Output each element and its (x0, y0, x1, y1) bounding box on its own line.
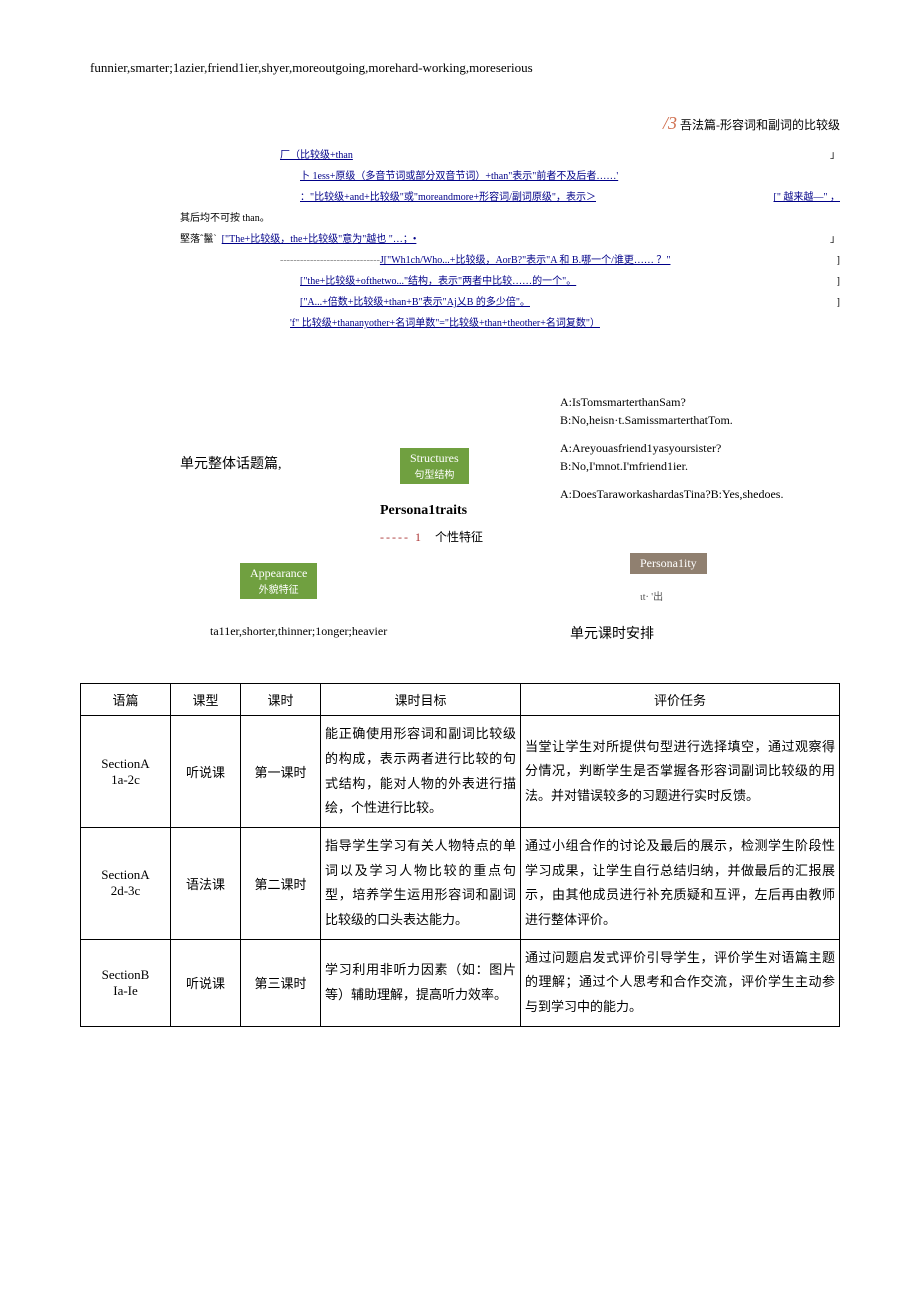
center-sub-text: 个性特征 (435, 530, 483, 544)
cell-0-3: 能正确使用形容词和副词比较级的构成，表示两者进行比较的句式结构，能对人物的外表进… (321, 716, 521, 828)
th-3: 课时目标 (321, 684, 521, 716)
structures-cn: 句型结构 (410, 466, 459, 481)
th-0: 语篇 (81, 684, 171, 716)
th-4: 评价任务 (521, 684, 840, 716)
cell-1-1: 语法课 (171, 827, 241, 939)
grammar-line-5: ["the+比较级+ofthetwo..."结构，表示"两者中比较……的一个"。… (280, 272, 840, 291)
mindmap-area: A:IsTomsmarterthanSam? B:No,heisn·t.Sami… (80, 393, 840, 673)
grammar-title: /3 吾法篇-形容词和副词的比较级 (280, 106, 840, 140)
grammar-line-2: ："比较级+and+比较级"或"moreandmore+形容词/副词原级"，表示… (280, 188, 840, 207)
th-2: 课时 (241, 684, 321, 716)
grammar-note-1: 其后均不可按 than。 (180, 209, 840, 228)
cell-2-3: 学习利用非听力因素（如：图片等）辅助理解，提高听力效率。 (321, 939, 521, 1026)
appearance-cn: 外貌特征 (250, 581, 307, 596)
cell-0-0: SectionA 1a-2c (81, 716, 171, 828)
cell-1-3: 指导学生学习有关人物特点的单词以及学习人物比较的重点句型，培养学生运用形容词和副… (321, 827, 521, 939)
dialog-block: A:IsTomsmarterthanSam? B:No,heisn·t.Sami… (560, 393, 840, 513)
appearance-en: Appearance (250, 566, 307, 580)
table-row: SectionA 1a-2c 听说课 第一课时 能正确使用形容词和副词比较级的构… (81, 716, 840, 828)
table-row: SectionA 2d-3c 语法课 第二课时 指导学生学习有关人物特点的单词以… (81, 827, 840, 939)
table-header-row: 语篇 课型 课时 课时目标 评价任务 (81, 684, 840, 716)
table-row: SectionB Ia-Ie 听说课 第三课时 学习利用非听力因素（如：图片等）… (81, 939, 840, 1026)
grammar-line-4: ------------------------------J["Wh1ch/W… (280, 251, 840, 270)
center-dashes: ----- 1 (380, 530, 423, 544)
cell-2-4: 通过问题启发式评价引导学生，评价学生对语篇主题的理解；通过个人思考和合作交流，评… (521, 939, 840, 1026)
cell-2-1: 听说课 (171, 939, 241, 1026)
grammar-section: /3 吾法篇-形容词和副词的比较级 厂（比较级+than」 卜 1ess+原级（… (280, 106, 840, 333)
cell-0-1: 听说课 (171, 716, 241, 828)
center-sub: ----- 1 个性特征 (380, 528, 483, 545)
dialog-0: A:IsTomsmarterthanSam? B:No,heisn·t.Sami… (560, 393, 840, 429)
schedule-title: 单元课时安排 (570, 623, 654, 643)
appearance-box: Appearance 外貌特征 (240, 563, 317, 599)
grammar-line-7: 'f" 比较级+thananyother+名词单数"="比较级+than+the… (280, 314, 840, 333)
cell-2-0: SectionB Ia-Ie (81, 939, 171, 1026)
personality-box: Persona1ity (630, 553, 707, 574)
grammar-title-num: /3 (663, 113, 677, 133)
personality-en: Persona1ity (640, 556, 697, 570)
personality-sub: ιt· '出 (640, 588, 663, 603)
topic-label: 单元整体话题篇, (180, 453, 282, 473)
cell-1-0: SectionA 2d-3c (81, 827, 171, 939)
dialog-2: A:DoesTaraworkashardasTina?B:Yes,shedoes… (560, 485, 840, 503)
grammar-note-2: 堅落ˆ鬣`["The+比较级，the+比较级"意为"越也 "…；•」 (180, 230, 840, 249)
appearance-words: ta11er,shorter,thinner;1onger;heavier (210, 623, 390, 640)
structures-box: Structures 句型结构 (400, 448, 469, 484)
grammar-line-1: 卜 1ess+原级（多音节词或部分双音节词）+than"表示"前者不及后者……' (280, 167, 840, 186)
structures-en: Structures (410, 451, 459, 465)
th-1: 课型 (171, 684, 241, 716)
top-word-list: funnier,smarter;1azier,friend1ier,shyer,… (90, 60, 840, 76)
cell-0-2: 第一课时 (241, 716, 321, 828)
grammar-line-6: ["A...+倍数+比较级+than+B"表示"Aj乂B 的多少倍"。] (280, 293, 840, 312)
grammar-line-0: 厂（比较级+than」 (280, 146, 840, 165)
cell-0-4: 当堂让学生对所提供句型进行选择填空，通过观察得分情况，判断学生是否掌握各形容词副… (521, 716, 840, 828)
grammar-title-text: 吾法篇-形容词和副词的比较级 (677, 118, 840, 132)
cell-1-4: 通过小组合作的讨论及最后的展示，检测学生阶段性学习成果，让学生自行总结归纳，并做… (521, 827, 840, 939)
cell-2-2: 第三课时 (241, 939, 321, 1026)
dialog-1: A:Areyouasfriend1yasyoursister?B:No,I'mn… (560, 439, 840, 475)
center-title: Persona1traits (380, 503, 467, 519)
schedule-table: 语篇 课型 课时 课时目标 评价任务 SectionA 1a-2c 听说课 第一… (80, 683, 840, 1027)
cell-1-2: 第二课时 (241, 827, 321, 939)
